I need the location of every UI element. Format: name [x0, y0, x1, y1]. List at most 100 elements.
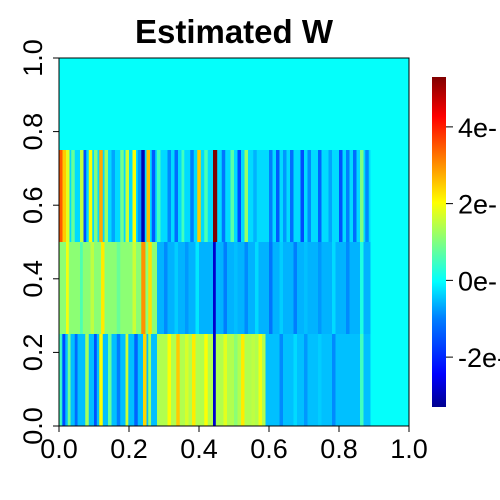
heatmap-cell	[332, 334, 336, 426]
heatmap-cell	[148, 242, 152, 334]
heatmap-cell	[141, 150, 145, 242]
heatmap-cell	[71, 150, 75, 242]
heatmap-cell	[99, 334, 103, 426]
heatmap-cell	[143, 334, 147, 426]
heatmap-cell	[111, 150, 115, 242]
x-tick-label: 0.2	[110, 434, 148, 464]
colorbar-tick-label: -2e-	[458, 343, 500, 373]
y-tick-label: 0.2	[18, 334, 48, 372]
heatmap-cell	[258, 334, 262, 426]
heatmap-cell	[80, 150, 84, 242]
x-tick-label: 0.4	[180, 434, 218, 464]
heatmap-cells	[59, 58, 409, 426]
chart-title: Estimated W	[135, 13, 334, 50]
heatmap-cell	[234, 242, 238, 334]
heatmap-cell	[59, 334, 62, 426]
heatmap-cell	[307, 150, 311, 242]
heatmap-cell	[223, 242, 227, 334]
heatmap-cell	[125, 334, 129, 426]
heatmap-cell	[290, 150, 294, 242]
heatmap-cell	[244, 242, 248, 334]
heatmap-cell	[132, 242, 136, 334]
heatmap-cell	[241, 334, 245, 426]
heatmap-cell	[80, 242, 83, 334]
heatmap-cell	[328, 150, 332, 242]
heatmap-cell	[148, 334, 152, 426]
heatmap-cell	[151, 150, 156, 242]
heatmap-cell	[137, 150, 142, 242]
heatmap-cell	[116, 334, 121, 426]
heatmap-cell	[318, 334, 322, 426]
heatmap-cell	[174, 150, 178, 242]
plot-frame	[58, 57, 410, 427]
heatmap-cell	[94, 150, 98, 242]
heatmap-cell	[167, 150, 171, 242]
heatmap-cell	[365, 150, 369, 242]
heatmap-cell	[332, 242, 336, 334]
x-tick-label: 1.0	[390, 434, 428, 464]
heatmap-cell	[176, 334, 180, 426]
heatmap-cell	[360, 334, 364, 426]
x-tick-label: 0.8	[320, 434, 358, 464]
heatmap-cell	[67, 334, 71, 426]
heatmap-cell	[88, 150, 93, 242]
heatmap-cell	[318, 150, 322, 242]
heatmap-cell	[197, 150, 201, 242]
heatmap-cell	[157, 334, 266, 426]
heatmap-cell	[66, 150, 70, 242]
heatmap-cell	[62, 150, 66, 242]
x-axis: 0.0 0.2 0.4 0.6 0.8 1.0	[40, 426, 428, 464]
heatmap-cell	[192, 334, 196, 426]
y-tick-label: 0.4	[18, 260, 48, 298]
heatmap-cell	[244, 150, 248, 242]
heatmap-cell	[185, 334, 189, 426]
heatmap-cell	[255, 242, 259, 334]
heatmap-cell	[237, 150, 241, 242]
heatmap-cell	[195, 242, 199, 334]
heatmap-band	[59, 58, 409, 150]
heatmap-cell	[234, 334, 238, 426]
y-tick-label: 0.6	[18, 186, 48, 224]
heatmap-cell	[66, 242, 69, 334]
heatmap-cell	[116, 242, 121, 334]
heatmap-cell	[99, 150, 103, 242]
heatmap-cell	[185, 242, 189, 334]
heatmap-cell	[167, 334, 171, 426]
x-tick-label: 0.6	[250, 434, 288, 464]
heatmap-cell	[318, 242, 322, 334]
heatmap-cell	[346, 334, 350, 426]
heatmap-cell	[157, 150, 161, 242]
heatmap-cell	[293, 242, 297, 334]
heatmap-cell	[293, 334, 297, 426]
heatmap-cell	[300, 150, 304, 242]
heatmap-cell	[213, 334, 216, 426]
heatmap-cell	[94, 334, 97, 426]
heatmap-cell	[279, 242, 283, 334]
heatmap-cell	[269, 242, 273, 334]
heatmap-cell	[213, 242, 216, 334]
colorbar	[432, 77, 446, 407]
heatmap-cell	[146, 150, 150, 242]
heatmap-cell	[104, 150, 108, 242]
heatmap-cell	[204, 150, 208, 242]
heatmap-cell	[59, 242, 157, 334]
colorbar-tick-label: 4e-	[458, 113, 497, 143]
heatmap-cell	[279, 334, 283, 426]
x-tick-label: 0.0	[40, 434, 78, 464]
heatmap-cell	[339, 150, 343, 242]
heatmap-cell	[253, 150, 257, 242]
heatmap-cell	[132, 150, 136, 242]
heatmap-cell	[190, 150, 194, 242]
heatmap-cell	[360, 242, 364, 334]
heatmap-cell	[85, 334, 89, 426]
heatmap-cell	[125, 150, 129, 242]
heatmap-cell	[134, 334, 138, 426]
heatmap-cell	[141, 242, 146, 334]
heatmap-cell	[304, 334, 308, 426]
heatmap-cell	[101, 242, 105, 334]
heatmap-cell	[59, 150, 63, 242]
heatmap-cell	[120, 150, 124, 242]
heatmap-cell	[283, 150, 287, 242]
heatmap-cell	[269, 150, 273, 242]
